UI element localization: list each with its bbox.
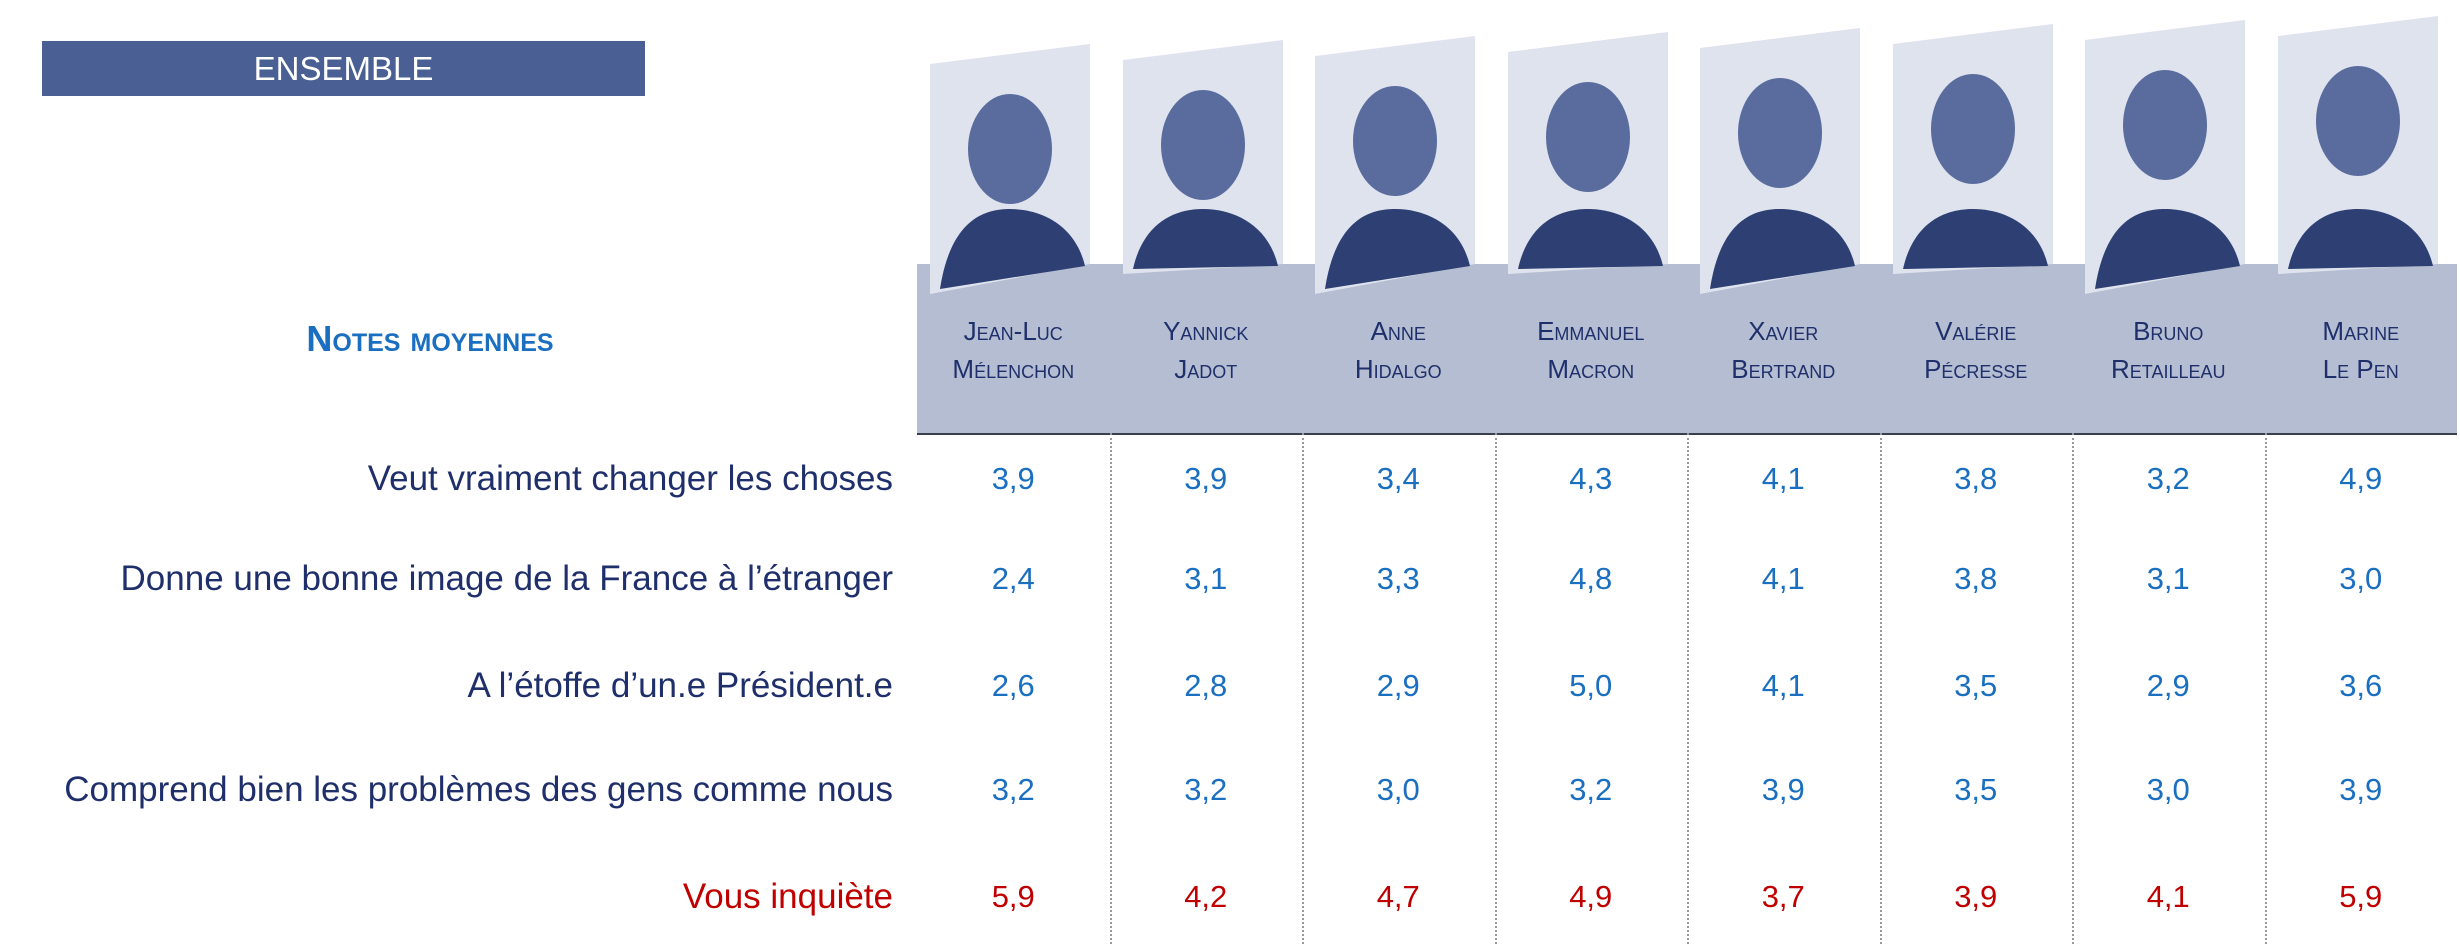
score: 2,4 (917, 561, 1110, 597)
score: 3,5 (1880, 668, 2073, 704)
candidate-last-name: Jadot (1110, 350, 1303, 388)
score: 3,1 (2072, 561, 2265, 597)
score: 3,0 (2072, 772, 2265, 808)
score: 3,9 (1687, 772, 1880, 808)
portrait (2080, 4, 2250, 294)
candidate-first-name: Jean-Luc (917, 312, 1110, 350)
candidate-last-name: Pécresse (1880, 350, 2073, 388)
candidate-first-name: Xavier (1687, 312, 1880, 350)
score: 4,1 (2072, 879, 2265, 915)
portrait (2273, 4, 2443, 294)
portrait (1118, 4, 1288, 294)
score: 3,5 (1880, 772, 2073, 808)
score: 2,8 (1110, 668, 1303, 704)
score: 4,3 (1495, 461, 1688, 497)
score: 3,2 (1110, 772, 1303, 808)
score: 3,7 (1687, 879, 1880, 915)
candidate-first-name: Marine (2265, 312, 2458, 350)
score: 4,7 (1302, 879, 1495, 915)
section-title: Notes moyennes (200, 318, 660, 360)
candidate-last-name: Mélenchon (917, 350, 1110, 388)
score: 4,1 (1687, 461, 1880, 497)
score: 3,3 (1302, 561, 1495, 597)
row-label: Donne une bonne image de la France à l’é… (0, 559, 893, 599)
portrait (1888, 4, 2058, 294)
score: 3,9 (917, 461, 1110, 497)
score: 4,9 (1495, 879, 1688, 915)
score: 4,1 (1687, 668, 1880, 704)
score: 4,9 (2265, 461, 2458, 497)
candidate-last-name: Macron (1495, 350, 1688, 388)
score: 3,6 (2265, 668, 2458, 704)
row-label: Vous inquiète (0, 877, 893, 917)
score: 3,0 (1302, 772, 1495, 808)
score: 2,9 (2072, 668, 2265, 704)
candidate-last-name: Hidalgo (1302, 350, 1495, 388)
candidate-first-name: Yannick (1110, 312, 1303, 350)
score: 3,1 (1110, 561, 1303, 597)
score: 3,9 (1880, 879, 2073, 915)
score: 3,9 (2265, 772, 2458, 808)
score: 3,8 (1880, 561, 2073, 597)
score: 3,2 (1495, 772, 1688, 808)
row-label: Veut vraiment changer les choses (0, 459, 893, 499)
candidate-last-name: Retailleau (2072, 350, 2265, 388)
score: 3,9 (1110, 461, 1303, 497)
candidate-last-name: Le Pen (2265, 350, 2458, 388)
row-label: Comprend bien les problèmes des gens com… (0, 770, 893, 810)
score: 3,4 (1302, 461, 1495, 497)
score: 4,8 (1495, 561, 1688, 597)
score: 4,2 (1110, 879, 1303, 915)
candidate-last-name: Bertrand (1687, 350, 1880, 388)
score: 5,0 (1495, 668, 1688, 704)
portrait (925, 4, 1095, 294)
candidate-first-name: Bruno (2072, 312, 2265, 350)
row-label: A l’étoffe d’un.e Président.e (0, 666, 893, 706)
candidate-first-name: Valérie (1880, 312, 2073, 350)
candidate-first-name: Anne (1302, 312, 1495, 350)
score: 3,8 (1880, 461, 2073, 497)
score: 4,1 (1687, 561, 1880, 597)
candidate-first-name: Emmanuel (1495, 312, 1688, 350)
portrait (1695, 4, 1865, 294)
score: 3,2 (2072, 461, 2265, 497)
score: 2,6 (917, 668, 1110, 704)
portrait (1503, 4, 1673, 294)
score: 3,2 (917, 772, 1110, 808)
portrait (1310, 4, 1480, 294)
score: 5,9 (917, 879, 1110, 915)
score: 2,9 (1302, 668, 1495, 704)
score: 5,9 (2265, 879, 2458, 915)
header-title: ENSEMBLE (42, 41, 645, 96)
page: ENSEMBLE Notes moyennes (() => { const d… (0, 0, 2460, 944)
score: 3,0 (2265, 561, 2458, 597)
